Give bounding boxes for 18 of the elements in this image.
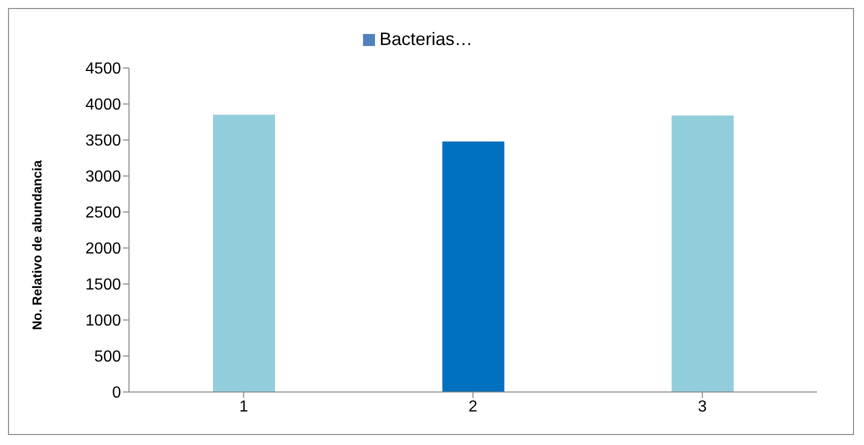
y-tick-label: 2500	[85, 204, 122, 222]
x-tick-label: 2	[468, 398, 478, 416]
y-tick-label: 500	[94, 348, 122, 366]
x-tick-label: 1	[239, 398, 248, 416]
x-tick-label: 3	[698, 398, 707, 416]
y-tick-label: 2000	[85, 240, 122, 258]
y-tick-label: 0	[112, 384, 122, 402]
y-tick-label: 1500	[85, 276, 122, 294]
text: Bacterias…	[379, 29, 473, 50]
y-tick-label: 1000	[85, 312, 122, 330]
y-tick-label: 4500	[85, 60, 122, 78]
bar	[213, 114, 275, 392]
bar	[672, 116, 734, 392]
y-axis-title: No. Relativo de abundancia	[30, 159, 45, 330]
y-tick-label: 4000	[85, 96, 122, 114]
y-tick-label: 3500	[85, 132, 122, 150]
bar	[442, 141, 504, 392]
y-tick-label: 3000	[85, 168, 122, 186]
